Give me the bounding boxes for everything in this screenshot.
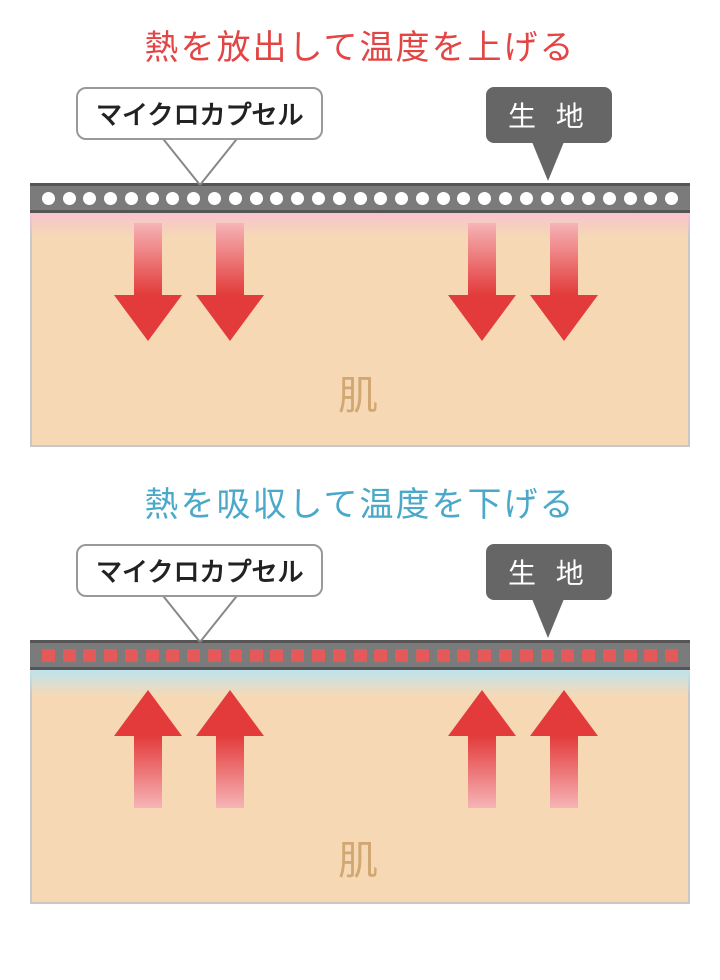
heat-absorb-panel: 熱を吸収して温度を下げる肌 マイクロカプセル 生 地 [30,477,690,914]
microcapsule-dot [187,649,200,662]
microcapsule-dot [437,649,450,662]
microcapsule-dot [665,649,678,662]
microcapsule-dot [83,192,96,205]
fabric-tag-pointer [530,137,566,181]
heat-arrow [202,223,258,353]
skin-label: 肌 [338,828,382,886]
skin-label: 肌 [338,363,382,421]
microcapsule-dot [229,649,242,662]
microcapsule-dot [478,649,491,662]
heat-arrow [536,223,592,353]
microcapsule-dot [416,649,429,662]
microcapsule-dot [125,192,138,205]
microcapsule-dot [312,649,325,662]
microcapsule-dot [166,192,179,205]
microcapsule-dot [561,192,574,205]
microcapsule-dot [541,649,554,662]
fabric-tag: 生 地 [486,544,612,600]
microcapsule-dot [146,649,159,662]
microcapsule-callout: マイクロカプセル [76,87,323,140]
microcapsule-dot [665,192,678,205]
microcapsule-dot [624,649,637,662]
microcapsule-dot [250,649,263,662]
microcapsule-dot [416,192,429,205]
microcapsule-dot [42,192,55,205]
microcapsule-dot [270,192,283,205]
microcapsule-dot [83,649,96,662]
fabric-tag-pointer [530,594,566,638]
microcapsule-dot [208,649,221,662]
fabric-tag: 生 地 [486,87,612,143]
microcapsule-dot [63,649,76,662]
microcapsule-dot [582,649,595,662]
microcapsule-dot [291,649,304,662]
microcapsule-dot [499,192,512,205]
heat-arrow [120,690,176,820]
heat-absorb-title: 熱を吸収して温度を下げる [30,477,690,526]
microcapsule-dot [166,649,179,662]
microcapsule-dot [250,192,263,205]
microcapsule-dot [624,192,637,205]
heat-arrow [454,223,510,353]
microcapsule-dot [42,649,55,662]
microcapsule-dot [333,649,346,662]
microcapsule-dot [104,649,117,662]
microcapsule-dot [582,192,595,205]
microcapsule-dot [561,649,574,662]
microcapsule-callout: マイクロカプセル [76,544,323,597]
microcapsule-dot [457,649,470,662]
heat-arrow [536,690,592,820]
microcapsule-dot [125,649,138,662]
microcapsule-dot [229,192,242,205]
microcapsule-dot [541,192,554,205]
microcapsule-dot [208,192,221,205]
heat-arrow [454,690,510,820]
microcapsule-dot [437,192,450,205]
microcapsule-dot [374,649,387,662]
microcapsule-dot [499,649,512,662]
microcapsule-dot [644,192,657,205]
microcapsule-dot [354,649,367,662]
fabric-band [30,183,690,213]
microcapsule-dot [104,192,117,205]
microcapsule-dot [520,192,533,205]
microcapsule-dot [520,649,533,662]
heat-arrow [202,690,258,820]
microcapsule-dot [333,192,346,205]
microcapsule-dot [63,192,76,205]
heat-arrow [120,223,176,353]
microcapsule-dot [644,649,657,662]
microcapsule-dot [457,192,470,205]
microcapsule-dot [187,192,200,205]
fabric-band [30,640,690,670]
microcapsule-dot [478,192,491,205]
microcapsule-dot [270,649,283,662]
microcapsule-dot [374,192,387,205]
heat-release-diagram: 肌 マイクロカプセル 生 地 [30,87,690,457]
microcapsule-dot [312,192,325,205]
microcapsule-dot [603,649,616,662]
microcapsule-dot [395,192,408,205]
heat-absorb-diagram: 肌 マイクロカプセル 生 地 [30,544,690,914]
heat-release-panel: 熱を放出して温度を上げる肌 マイクロカプセル 生 地 [30,20,690,457]
microcapsule-dot [395,649,408,662]
heat-release-title: 熱を放出して温度を上げる [30,20,690,69]
microcapsule-dot [291,192,304,205]
microcapsule-dot [603,192,616,205]
microcapsule-dot [146,192,159,205]
microcapsule-dot [354,192,367,205]
